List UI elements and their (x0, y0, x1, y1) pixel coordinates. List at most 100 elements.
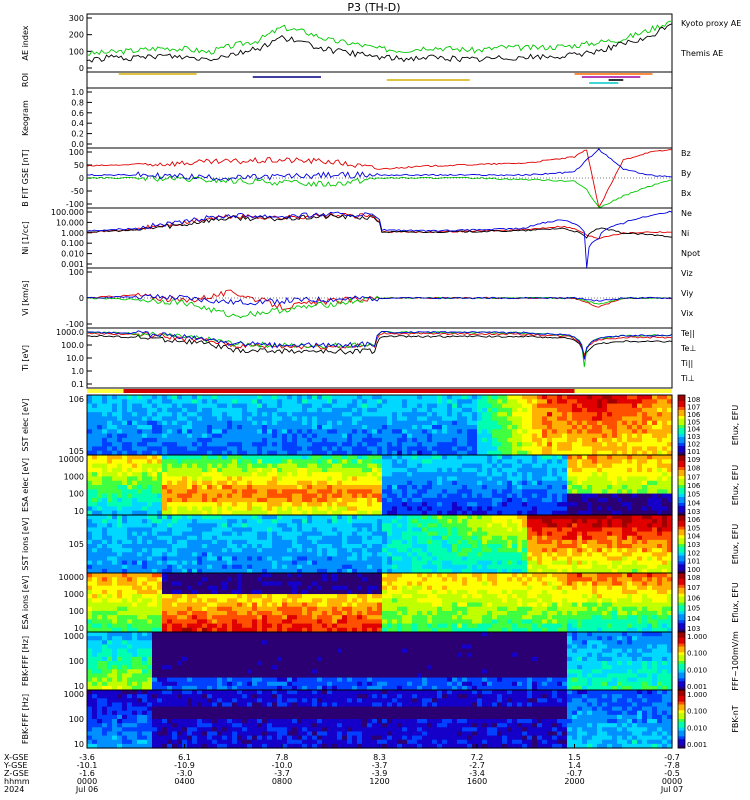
heatmap-cell (612, 446, 618, 452)
heatmap-cell (127, 437, 133, 443)
heatmap-cell (177, 412, 183, 418)
heatmap-cell (217, 412, 223, 418)
heatmap-cell (482, 493, 488, 499)
heatmap-cell (102, 564, 108, 570)
y-tick-label: 0.8 (71, 98, 84, 107)
heatmap-cell (597, 463, 603, 469)
heatmap-cell (292, 433, 298, 439)
heatmap-cell (337, 420, 343, 426)
heatmap-cell (532, 493, 538, 499)
heatmap-cell (452, 531, 458, 537)
heatmap-cell (662, 480, 668, 486)
heatmap-cell (567, 455, 573, 460)
heatmap-cell (342, 506, 348, 512)
heatmap-cell (272, 519, 278, 524)
heatmap-cell (127, 420, 133, 426)
heatmap-cell (157, 497, 163, 503)
heatmap-cell (212, 403, 218, 409)
heatmap-cell (527, 493, 533, 499)
heatmap-cell (207, 506, 213, 512)
heatmap-cell (412, 463, 418, 469)
heatmap-cell (557, 506, 563, 512)
heatmap-cell (617, 552, 623, 558)
heatmap-cell (467, 556, 473, 562)
heatmap-cell (602, 489, 608, 495)
heatmap-cell (372, 450, 378, 456)
heatmap-cell (122, 425, 128, 430)
heatmap-cell (232, 476, 238, 482)
y-tick-label: 0 (79, 64, 84, 73)
heatmap-cell (222, 407, 228, 413)
heatmap-cell (547, 433, 553, 439)
heatmap-cell (407, 420, 413, 426)
heatmap-cell (267, 502, 273, 508)
heatmap-cell (657, 459, 663, 465)
heatmap-cell (507, 502, 513, 508)
heatmap-cell (87, 564, 93, 570)
heatmap-cell (557, 502, 563, 508)
legend-label-ae: Themis AE (680, 49, 723, 58)
heatmap-cell (572, 446, 578, 452)
heatmap-cell (507, 480, 513, 486)
heatmap-cell (172, 433, 178, 439)
heatmap-cell (477, 459, 483, 465)
heatmap-cell (587, 544, 593, 549)
heatmap-cell (642, 450, 648, 456)
heatmap-cell (362, 412, 368, 418)
panel-frame-ae (86, 13, 673, 73)
heatmap-cell (667, 467, 673, 473)
heatmap-cell (282, 480, 288, 486)
heatmap-cell (447, 568, 453, 574)
heatmap-cell (177, 467, 183, 473)
heatmap-cell (277, 515, 283, 520)
heatmap-cell (262, 399, 268, 405)
heatmap-cell (607, 493, 613, 499)
heatmap-cell (367, 510, 373, 516)
heatmap-cell (512, 420, 518, 426)
heatmap-cell (612, 467, 618, 473)
heatmap-cell (217, 552, 223, 558)
heatmap-cell (462, 531, 468, 537)
heatmap-cell (197, 455, 203, 460)
heatmap-cell (482, 395, 488, 400)
y-tick-label: 0 (79, 174, 84, 183)
heatmap-cell (372, 515, 378, 520)
heatmap-cell (427, 527, 433, 533)
heatmap-cell (167, 446, 173, 452)
heatmap-cell (457, 472, 463, 478)
heatmap-cell (592, 455, 598, 460)
heatmap-cell (432, 510, 438, 516)
heatmap-cell (102, 416, 108, 422)
heatmap-cell (627, 472, 633, 478)
heatmap-cell (537, 539, 543, 545)
heatmap-cell (587, 548, 593, 553)
heatmap-cell (382, 506, 388, 512)
heatmap-cell (287, 412, 293, 418)
heatmap-cell (397, 476, 403, 482)
heatmap-cell (357, 506, 363, 512)
heatmap-cell (652, 476, 658, 482)
heatmap-cell (177, 476, 183, 482)
heatmap-cell (112, 515, 118, 520)
heatmap-cell (437, 544, 443, 549)
heatmap-cell (457, 395, 463, 400)
heatmap-cell (617, 489, 623, 495)
heatmap-cell (557, 395, 563, 400)
heatmap-cell (337, 472, 343, 478)
heatmap-cell (337, 568, 343, 574)
legend-label-density: Npot (681, 249, 700, 258)
heatmap-cell (587, 515, 593, 520)
heatmap-cell (447, 515, 453, 520)
heatmap-cell (632, 463, 638, 469)
heatmap-cell (377, 476, 383, 482)
heatmap-cell (247, 497, 253, 503)
heatmap-cell (467, 467, 473, 473)
heatmap-cell (402, 485, 408, 490)
heatmap-cell (292, 510, 298, 516)
heatmap-cell (562, 450, 568, 456)
heatmap-cell (437, 485, 443, 490)
heatmap-cell (387, 425, 393, 430)
heatmap-cell (347, 442, 353, 448)
heatmap-cell (422, 437, 428, 443)
heatmap-cell (172, 552, 178, 558)
